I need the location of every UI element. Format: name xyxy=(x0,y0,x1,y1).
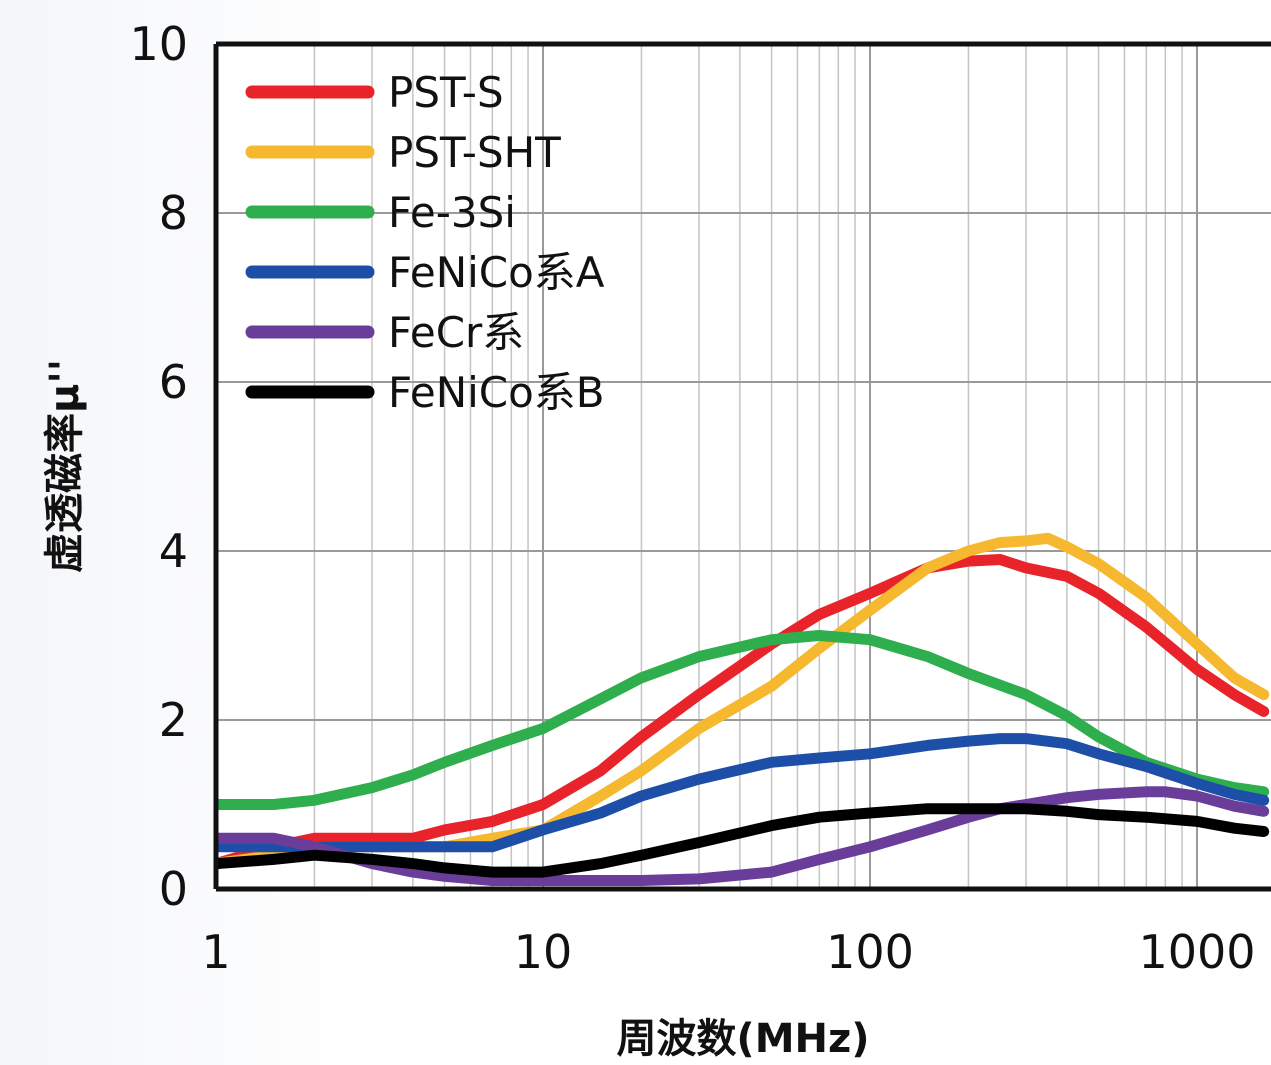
y-tick-label: 2 xyxy=(159,693,188,747)
tick-labels: 1 10 100 1000 0 2 4 6 8 10 xyxy=(129,17,1255,979)
x-tick-label: 10 xyxy=(514,925,573,979)
x-axis-title: 周波数(MHz) xyxy=(616,1016,869,1061)
grid xyxy=(216,44,1271,889)
x-tick-label: 100 xyxy=(826,925,914,979)
legend: PST-S PST-SHT Fe-3Si FeNiCo系A FeCr系 FeNiCo系B xyxy=(245,68,605,417)
legend-label: FeCr系 xyxy=(388,308,524,357)
series-line-3 xyxy=(216,630,1270,810)
series-line-4 xyxy=(216,733,1270,853)
plot-frame xyxy=(213,41,1271,892)
legend-label: FeNiCo系B xyxy=(388,368,605,417)
y-tick-label: 0 xyxy=(159,862,188,916)
series-line-6 xyxy=(216,803,1270,878)
y-tick-label: 4 xyxy=(159,524,188,578)
series-line-5 xyxy=(216,786,1270,886)
y-tick-label: 6 xyxy=(159,355,188,409)
y-axis-title: 虚透磁率μ'' xyxy=(42,359,88,573)
legend-label: PST-S xyxy=(388,68,504,117)
x-tick-label: 1 xyxy=(201,925,230,979)
y-tick-label: 8 xyxy=(159,186,188,240)
legend-label: FeNiCo系A xyxy=(388,248,605,297)
legend-label: PST-SHT xyxy=(388,128,561,177)
legend-label: Fe-3Si xyxy=(388,188,516,237)
x-tick-label: 1000 xyxy=(1138,925,1255,979)
y-tick-label: 10 xyxy=(129,17,188,71)
series-lines xyxy=(216,532,1270,886)
series-line-1 xyxy=(216,554,1270,870)
